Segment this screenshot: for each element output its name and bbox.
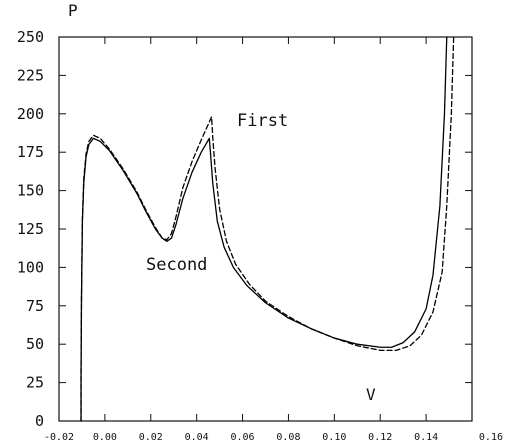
y-tick-label: 175 bbox=[17, 143, 44, 161]
y-tick-label: 250 bbox=[17, 28, 44, 46]
x-axis-label: V bbox=[366, 385, 376, 404]
y-tick-label: 0 bbox=[35, 412, 44, 430]
x-tick-label: 0.12 bbox=[368, 432, 392, 443]
series-line-solid bbox=[80, 36, 448, 422]
x-tick-label: 0.06 bbox=[231, 432, 255, 443]
x-tick-label: 0.00 bbox=[93, 432, 117, 443]
y-tick-label: 50 bbox=[26, 335, 44, 353]
axis-ticks bbox=[58, 36, 473, 422]
series-layer bbox=[80, 36, 455, 422]
x-tick-label: 0.14 bbox=[414, 432, 438, 443]
y-tick-label: 150 bbox=[17, 182, 44, 200]
x-tick-labels: -0.02 0.00 0.02 0.04 0.06 0.08 0.10 0.12 0.14 0.1… bbox=[44, 432, 503, 443]
annotation-second: Second bbox=[146, 255, 207, 275]
plot-frame bbox=[58, 36, 473, 422]
y-tick-label: 200 bbox=[17, 105, 44, 123]
annotation-first: First bbox=[237, 111, 288, 131]
y-tick-label: 75 bbox=[26, 297, 44, 315]
y-tick-label: 100 bbox=[17, 258, 44, 276]
x-tick-label: -0.02 bbox=[44, 432, 74, 443]
x-tick-label: 0.16 bbox=[479, 432, 503, 443]
y-tick-label: 25 bbox=[26, 374, 44, 392]
x-tick-label: 0.04 bbox=[185, 432, 209, 443]
x-tick-label: 0.08 bbox=[276, 432, 300, 443]
y-tick-label: 225 bbox=[17, 66, 44, 84]
x-tick-label: 0.10 bbox=[322, 432, 346, 443]
y-axis-label: P bbox=[68, 1, 78, 20]
y-tick-label: 125 bbox=[17, 220, 44, 238]
y-tick-labels: 0 25 50 75 100 125 150 175 200 225 250 bbox=[17, 28, 44, 430]
series-line-dashed bbox=[80, 36, 455, 422]
x-tick-label: 0.02 bbox=[139, 432, 163, 443]
